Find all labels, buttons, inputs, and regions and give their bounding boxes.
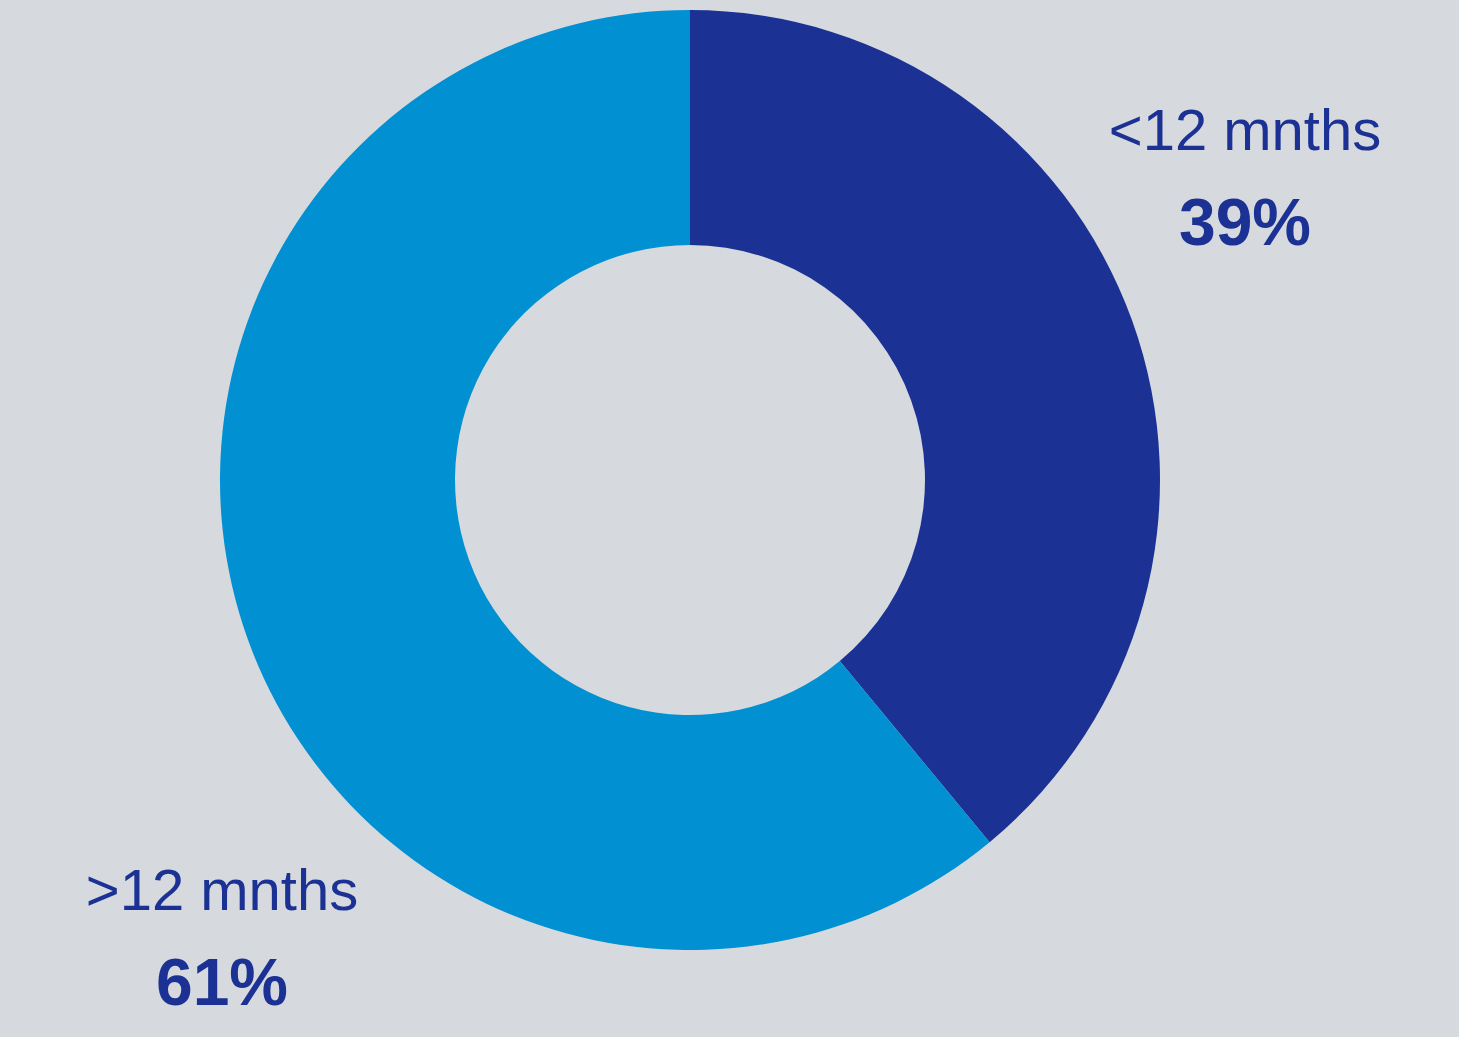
svg-text:61%: 61% bbox=[156, 945, 288, 1019]
svg-text:<12 mnths: <12 mnths bbox=[1109, 97, 1381, 162]
svg-text:>12 mnths: >12 mnths bbox=[86, 857, 358, 922]
svg-text:39%: 39% bbox=[1179, 185, 1311, 259]
